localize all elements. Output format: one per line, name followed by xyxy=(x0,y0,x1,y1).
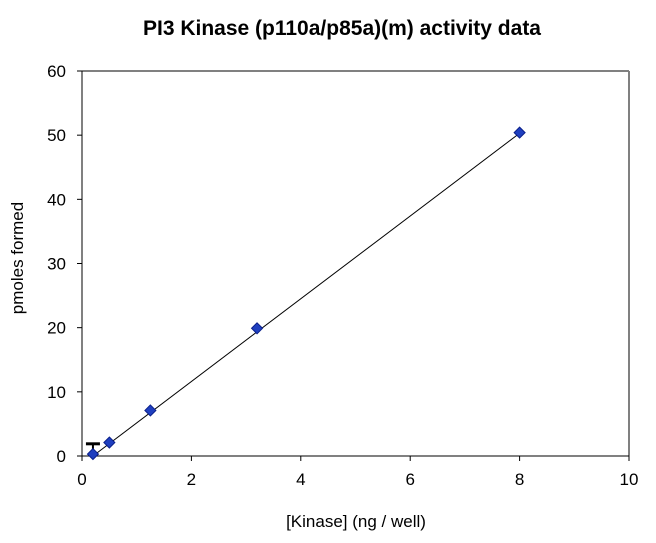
x-ticks: 0 2 4 6 8 10 xyxy=(77,456,638,489)
data-point xyxy=(86,447,100,461)
data-points xyxy=(86,126,526,461)
fit-line-layer xyxy=(92,132,520,457)
x-tick-label: 8 xyxy=(515,470,524,489)
x-tick-label: 2 xyxy=(187,470,196,489)
y-ticks: 0 10 20 30 40 50 60 xyxy=(47,62,82,466)
y-axis-title: pmoles formed xyxy=(8,202,27,314)
plot-frame xyxy=(81,70,630,457)
y-tick-label: 10 xyxy=(47,383,66,402)
data-point xyxy=(513,126,526,139)
x-tick-label: 10 xyxy=(620,470,639,489)
y-tick-label: 40 xyxy=(47,190,66,209)
x-tick-label: 4 xyxy=(296,470,305,489)
chart-title: PI3 Kinase (p110a/p85a)(m) activity data xyxy=(143,17,541,40)
x-tick-label: 6 xyxy=(405,470,414,489)
data-point xyxy=(144,404,157,417)
trend-line xyxy=(92,132,520,457)
data-point xyxy=(250,322,264,335)
y-tick-label: 50 xyxy=(47,126,66,145)
x-axis-title: [Kinase] (ng / well) xyxy=(286,512,426,531)
y-tick-label: 60 xyxy=(47,62,66,81)
data-point xyxy=(103,436,116,449)
y-tick-label: 0 xyxy=(57,447,66,466)
y-tick-label: 30 xyxy=(47,255,66,274)
y-tick-label: 20 xyxy=(47,319,66,338)
x-tick-label: 0 xyxy=(77,470,86,489)
